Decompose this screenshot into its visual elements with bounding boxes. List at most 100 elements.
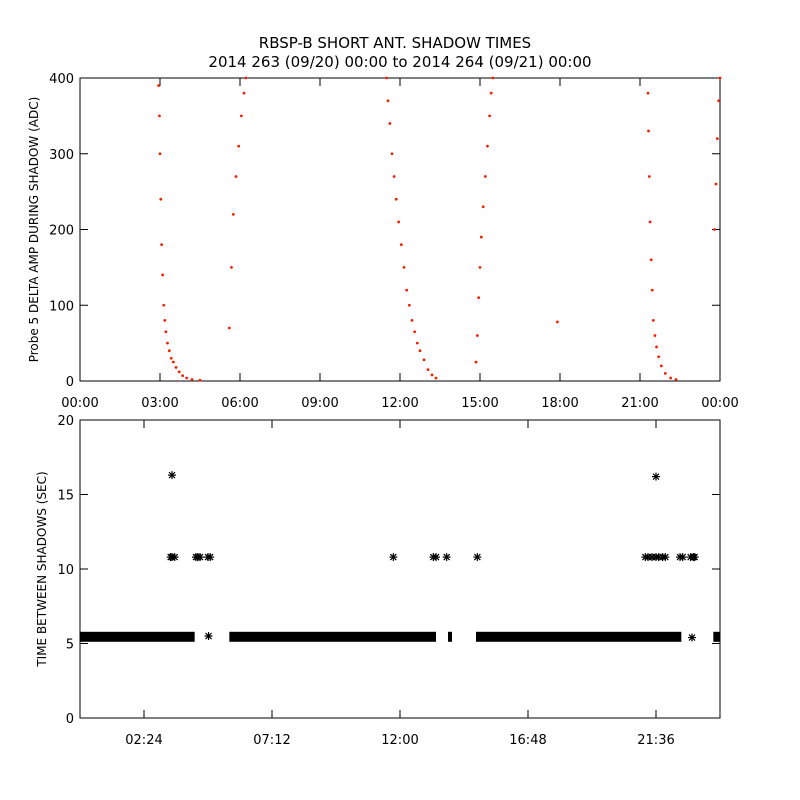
top-data-point — [713, 228, 717, 231]
top-data-point — [185, 376, 189, 380]
top-data-point — [647, 129, 650, 133]
top-data-point — [430, 373, 434, 377]
top-data-point — [483, 175, 487, 178]
top-xtick-label: 00:00 — [701, 396, 738, 411]
top-data-point — [488, 114, 491, 118]
top-xtick-label: 03:00 — [141, 396, 178, 411]
top-data-point — [669, 376, 673, 380]
top-xtick-label: 00:00 — [61, 396, 98, 411]
top-data-point — [167, 349, 171, 353]
top-data-point — [161, 273, 165, 277]
top-data-point — [674, 378, 678, 381]
top-data-point — [160, 243, 164, 247]
bottom-star-marker — [473, 553, 482, 562]
top-data-point — [491, 76, 495, 80]
top-panel: 00:00 03:00 06:00 09:00 12:00 15:00 18:00 21:00… — [27, 72, 739, 411]
top-data-point — [237, 144, 241, 148]
bottom-star-marker — [204, 632, 213, 641]
bottom-star-stroke — [661, 553, 669, 561]
top-data-point — [718, 76, 722, 80]
top-data-point — [164, 330, 168, 334]
top-data-point — [717, 99, 721, 103]
bottom-star-marker — [678, 553, 687, 562]
top-data-point — [481, 205, 485, 209]
top-data-point — [392, 175, 396, 178]
bottom-star-marker — [432, 553, 440, 562]
bottom-star-marker — [652, 472, 660, 481]
top-xtick-label: 12:00 — [381, 396, 418, 411]
top-data-point — [555, 320, 559, 324]
top-ytick-label: 400 — [49, 72, 74, 87]
bottom-panel: 02:24 07:12 12:00 16:48 21:36 0 5 10 15 20 TIME BE… — [35, 414, 721, 748]
top-data-point — [434, 376, 438, 380]
top-data-point — [388, 122, 392, 125]
bottom-star-stroke — [196, 553, 204, 561]
top-data-point — [486, 144, 489, 148]
top-data-point — [163, 319, 167, 322]
top-data-point — [475, 334, 479, 337]
top-data-point — [399, 243, 403, 247]
bottom-ytick-label: 5 — [66, 638, 74, 653]
top-ytick-label: 100 — [49, 299, 74, 314]
top-data-point — [663, 372, 667, 375]
top-data-point — [413, 330, 417, 334]
top-data-point — [655, 345, 658, 349]
top-data-point — [410, 319, 414, 322]
top-data-point — [651, 319, 655, 322]
bottom-xtick-label: 07:12 — [253, 733, 290, 748]
top-data-point — [714, 182, 718, 186]
top-data-point — [649, 258, 653, 262]
bottom-baseline-band — [80, 631, 195, 642]
bottom-star-marker — [688, 633, 696, 642]
top-data-point — [390, 152, 394, 156]
bottom-ytick-label: 15 — [57, 489, 74, 504]
top-data-point — [171, 360, 175, 364]
bottom-star-stroke — [168, 471, 176, 479]
bottom-star-marker — [170, 553, 179, 562]
top-data-point — [234, 175, 238, 178]
bottom-star-marker — [196, 553, 204, 562]
top-data-point — [244, 76, 248, 80]
top-data-point — [402, 265, 406, 269]
top-data-point — [477, 296, 481, 300]
top-ytick-label: 200 — [49, 224, 74, 239]
top-data-point — [157, 84, 161, 87]
top-data-point — [489, 91, 493, 95]
top-data-point — [479, 235, 483, 239]
top-data-point — [198, 378, 202, 382]
bottom-y-axis-title: TIME BETWEEN SHADOWS (SEC) — [35, 471, 49, 667]
top-data-point — [239, 114, 243, 118]
bottom-star-stroke — [679, 553, 687, 561]
top-data-point — [657, 355, 661, 359]
top-data-point — [231, 212, 235, 216]
top-data-point — [169, 356, 173, 360]
bottom-star-marker — [661, 553, 670, 562]
top-plot-frame — [79, 77, 721, 382]
top-data-point — [158, 152, 162, 156]
top-data-point — [177, 370, 181, 374]
top-data-point — [646, 91, 650, 95]
top-ytick-label: 0 — [66, 375, 74, 390]
bottom-star-stroke — [171, 553, 179, 561]
top-data-point — [162, 303, 166, 307]
top-data-point — [386, 99, 390, 103]
top-data-point — [478, 265, 482, 269]
chart-title-line2: 2014 263 (09/20) 00:00 to 2014 264 (09/2… — [208, 53, 591, 71]
chart-title-line1: RBSP-B SHORT ANT. SHADOW TIMES — [259, 34, 531, 52]
bottom-xtick-label: 16:48 — [509, 733, 546, 748]
bottom-star-stroke — [688, 634, 696, 641]
bottom-xtick-label: 02:24 — [125, 733, 162, 748]
top-data-point — [715, 137, 719, 141]
bottom-xtick-label: 21:36 — [637, 733, 674, 748]
top-data-point — [242, 91, 246, 95]
top-data-point — [647, 175, 651, 178]
top-data-point — [158, 114, 161, 118]
bottom-plot-frame — [79, 419, 721, 719]
bottom-star-marker — [389, 553, 398, 562]
top-data-point — [426, 368, 430, 372]
top-data-point — [227, 326, 231, 330]
bottom-star-stroke — [205, 632, 212, 640]
top-xtick-label: 18:00 — [541, 396, 578, 411]
top-data-point — [653, 334, 657, 337]
top-xtick-label: 09:00 — [301, 396, 338, 411]
